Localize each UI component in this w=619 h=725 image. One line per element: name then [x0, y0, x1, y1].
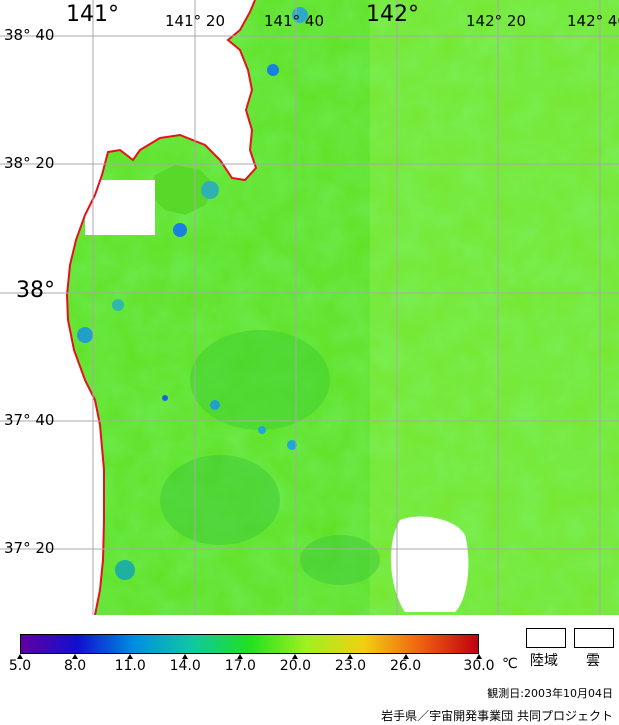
- graticule: [0, 0, 619, 615]
- colorbar-tick-mark: [127, 654, 134, 659]
- lat-label-38: 38°: [16, 278, 55, 303]
- land-legend-swatch: [526, 628, 566, 648]
- sea-patch: [190, 330, 330, 430]
- cloud-legend-swatch: [574, 628, 614, 648]
- credit-text: 岩手県／宇宙開発事業団 共同プロジェクト: [381, 709, 613, 723]
- lat-label-37-40: 37° 40: [4, 411, 55, 429]
- cloud-blob: [390, 516, 469, 612]
- lon-label-141-40: 141° 40: [264, 12, 324, 30]
- land-west: [0, 0, 256, 615]
- cold-spot: [267, 64, 279, 76]
- lat-label-38-40: 38° 40: [4, 26, 55, 44]
- sea-patch: [160, 455, 280, 545]
- colorbar-tick-mark: [182, 654, 189, 659]
- colorbar-tick-mark: [72, 654, 79, 659]
- sea-patch: [300, 535, 380, 585]
- colorbar-tick-label: 17.0: [224, 658, 256, 674]
- lat-label-37-20: 37° 20: [4, 539, 55, 557]
- colorbar-tick-label: 30.0: [463, 658, 495, 674]
- cold-spot: [77, 327, 93, 343]
- colorbar-tick-label: 14.0: [169, 658, 201, 674]
- colorbar-tick-label: 20.0: [279, 658, 311, 674]
- colorbar-tick-mark: [292, 654, 299, 659]
- cold-spot: [112, 299, 124, 311]
- colorbar-tick-mark: [17, 654, 23, 659]
- colorbar-tick-label: 11.0: [114, 658, 146, 674]
- lat-label-38-20: 38° 20: [4, 154, 55, 172]
- colorbar-tick-label: 26.0: [389, 658, 422, 674]
- colorbar-unit: ℃: [502, 656, 518, 672]
- colorbar-tick-label: 8.0: [63, 658, 87, 674]
- sst-map: [0, 0, 619, 615]
- colorbar-tick-mark: [237, 654, 244, 659]
- colorbar-tick-mark: [476, 654, 482, 659]
- colorbar-tick-label: 23.0: [334, 658, 367, 674]
- observation-date: 観測日:2003年10月04日: [487, 687, 613, 700]
- cold-spot: [201, 181, 219, 199]
- bay-sea: [150, 165, 215, 215]
- lon-label-142-20: 142° 20: [466, 12, 526, 30]
- lon-label-142-40: 142° 40: [567, 12, 619, 30]
- coastline: [65, 0, 258, 615]
- cold-spot: [287, 440, 297, 450]
- cloud-patch: [85, 180, 155, 235]
- lon-label-142: 142°: [366, 2, 419, 27]
- land-legend-label: 陸域: [530, 653, 558, 669]
- cold-spot: [115, 560, 135, 580]
- temperature-colorbar: [20, 634, 479, 654]
- cold-spot: [258, 426, 266, 434]
- cold-spot: [173, 223, 187, 237]
- colorbar-tick-mark: [402, 654, 409, 659]
- colorbar-tick-mark: [347, 654, 354, 659]
- lon-label-141: 141°: [66, 2, 119, 27]
- cold-spot: [210, 400, 220, 410]
- lon-label-141-20: 141° 20: [165, 12, 225, 30]
- colorbar-tick-label: 5.0: [8, 658, 32, 674]
- cloud-legend-label: 雲: [586, 653, 600, 669]
- cold-spot: [162, 395, 168, 401]
